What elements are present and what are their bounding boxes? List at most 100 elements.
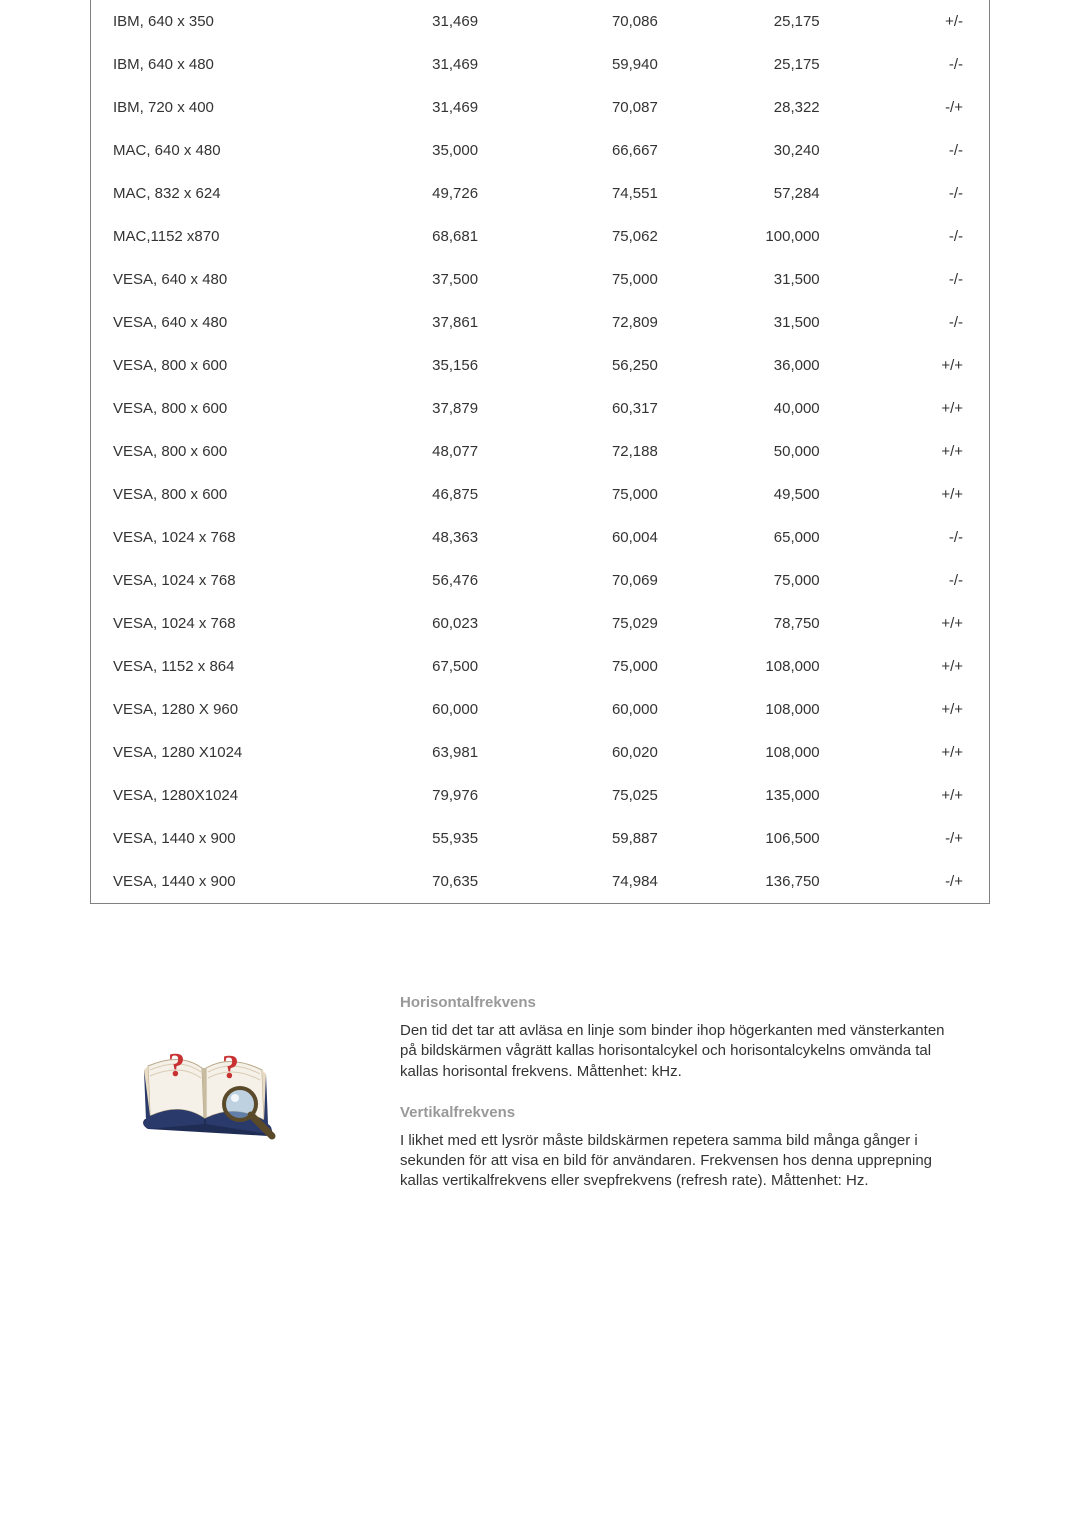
table-cell: VESA, 1440 x 900 <box>91 860 325 904</box>
table-cell: VESA, 800 x 600 <box>91 387 325 430</box>
table-row: VESA, 1280 X102463,98160,020108,000+/+ <box>91 731 990 774</box>
table-cell: 50,000 <box>666 430 828 473</box>
table-cell: 108,000 <box>666 731 828 774</box>
table-cell: 60,023 <box>324 602 486 645</box>
table-row: IBM, 720 x 40031,46970,08728,322-/+ <box>91 86 990 129</box>
table-row: VESA, 800 x 60035,15656,25036,000+/+ <box>91 344 990 387</box>
info-section: ? ? Horisontalfrekvens Den tid det tar at… <box>90 994 990 1214</box>
table-cell: +/+ <box>828 430 990 473</box>
table-row: VESA, 1440 x 90070,63574,984136,750-/+ <box>91 860 990 904</box>
table-cell: -/- <box>828 129 990 172</box>
table-cell: 60,004 <box>486 516 666 559</box>
table-cell: 37,861 <box>324 301 486 344</box>
table-cell: 75,000 <box>486 473 666 516</box>
table-cell: 75,000 <box>486 645 666 688</box>
info-body: Den tid det tar att avläsa en linje som … <box>400 1021 960 1082</box>
table-cell: 37,500 <box>324 258 486 301</box>
table-cell: MAC,1152 x870 <box>91 215 325 258</box>
table-cell: -/- <box>828 43 990 86</box>
table-cell: 48,077 <box>324 430 486 473</box>
table-cell: 30,240 <box>666 129 828 172</box>
table-cell: 59,940 <box>486 43 666 86</box>
table-cell: 31,469 <box>324 0 486 43</box>
display-modes-table: IBM, 640 x 35031,46970,08625,175+/-IBM, … <box>90 0 990 904</box>
table-cell: -/- <box>828 258 990 301</box>
table-cell: +/- <box>828 0 990 43</box>
table-cell: 35,000 <box>324 129 486 172</box>
table-cell: 60,020 <box>486 731 666 774</box>
table-cell: MAC, 832 x 624 <box>91 172 325 215</box>
table-cell: 60,000 <box>324 688 486 731</box>
table-row: MAC,1152 x87068,68175,062100,000-/- <box>91 215 990 258</box>
table-cell: 31,500 <box>666 301 828 344</box>
table-cell: 68,681 <box>324 215 486 258</box>
table-cell: 31,500 <box>666 258 828 301</box>
table-cell: 56,476 <box>324 559 486 602</box>
table-cell: 75,025 <box>486 774 666 817</box>
table-cell: 63,981 <box>324 731 486 774</box>
table-row: VESA, 640 x 48037,86172,80931,500-/- <box>91 301 990 344</box>
table-cell: 75,062 <box>486 215 666 258</box>
table-row: VESA, 640 x 48037,50075,00031,500-/- <box>91 258 990 301</box>
table-cell: 106,500 <box>666 817 828 860</box>
table-cell: 79,976 <box>324 774 486 817</box>
table-cell: 60,317 <box>486 387 666 430</box>
table-cell: VESA, 1440 x 900 <box>91 817 325 860</box>
table-cell: 70,635 <box>324 860 486 904</box>
table-cell: 25,175 <box>666 43 828 86</box>
table-cell: 135,000 <box>666 774 828 817</box>
table-cell: 57,284 <box>666 172 828 215</box>
table-cell: VESA, 1024 x 768 <box>91 602 325 645</box>
table-cell: VESA, 1024 x 768 <box>91 559 325 602</box>
table-cell: -/- <box>828 516 990 559</box>
table-cell: 55,935 <box>324 817 486 860</box>
table-cell: 75,000 <box>666 559 828 602</box>
table-cell: 40,000 <box>666 387 828 430</box>
table-cell: MAC, 640 x 480 <box>91 129 325 172</box>
table-cell: 59,887 <box>486 817 666 860</box>
table-cell: 75,029 <box>486 602 666 645</box>
info-heading: Vertikalfrekvens <box>400 1104 960 1121</box>
table-cell: VESA, 800 x 600 <box>91 430 325 473</box>
table-cell: VESA, 1024 x 768 <box>91 516 325 559</box>
table-cell: 108,000 <box>666 645 828 688</box>
table-cell: VESA, 1280X1024 <box>91 774 325 817</box>
table-row: VESA, 1024 x 76860,02375,02978,750+/+ <box>91 602 990 645</box>
table-cell: 70,087 <box>486 86 666 129</box>
table-row: VESA, 1280 X 96060,00060,000108,000+/+ <box>91 688 990 731</box>
table-cell: 67,500 <box>324 645 486 688</box>
table-cell: 56,250 <box>486 344 666 387</box>
table-row: IBM, 640 x 48031,46959,94025,175-/- <box>91 43 990 86</box>
table-cell: IBM, 640 x 480 <box>91 43 325 86</box>
table-cell: VESA, 800 x 600 <box>91 344 325 387</box>
table-cell: IBM, 640 x 350 <box>91 0 325 43</box>
table-cell: +/+ <box>828 688 990 731</box>
table-cell: 74,984 <box>486 860 666 904</box>
table-row: VESA, 800 x 60048,07772,18850,000+/+ <box>91 430 990 473</box>
table-cell: 31,469 <box>324 43 486 86</box>
table-row: IBM, 640 x 35031,46970,08625,175+/- <box>91 0 990 43</box>
table-cell: +/+ <box>828 602 990 645</box>
svg-text:?: ? <box>168 1047 185 1084</box>
table-cell: 78,750 <box>666 602 828 645</box>
table-cell: 25,175 <box>666 0 828 43</box>
table-cell: +/+ <box>828 774 990 817</box>
table-cell: 35,156 <box>324 344 486 387</box>
info-heading: Horisontalfrekvens <box>400 994 960 1011</box>
table-cell: +/+ <box>828 473 990 516</box>
book-question-icon: ? ? <box>130 1034 280 1144</box>
table-cell: +/+ <box>828 344 990 387</box>
table-cell: 49,726 <box>324 172 486 215</box>
table-cell: 75,000 <box>486 258 666 301</box>
table-cell: 49,500 <box>666 473 828 516</box>
table-cell: 28,322 <box>666 86 828 129</box>
table-cell: +/+ <box>828 731 990 774</box>
table-row: VESA, 800 x 60037,87960,31740,000+/+ <box>91 387 990 430</box>
table-cell: 74,551 <box>486 172 666 215</box>
table-cell: VESA, 1280 X 960 <box>91 688 325 731</box>
table-cell: 70,086 <box>486 0 666 43</box>
table-cell: 136,750 <box>666 860 828 904</box>
table-cell: -/- <box>828 301 990 344</box>
table-row: VESA, 1024 x 76848,36360,00465,000-/- <box>91 516 990 559</box>
table-cell: 72,188 <box>486 430 666 473</box>
